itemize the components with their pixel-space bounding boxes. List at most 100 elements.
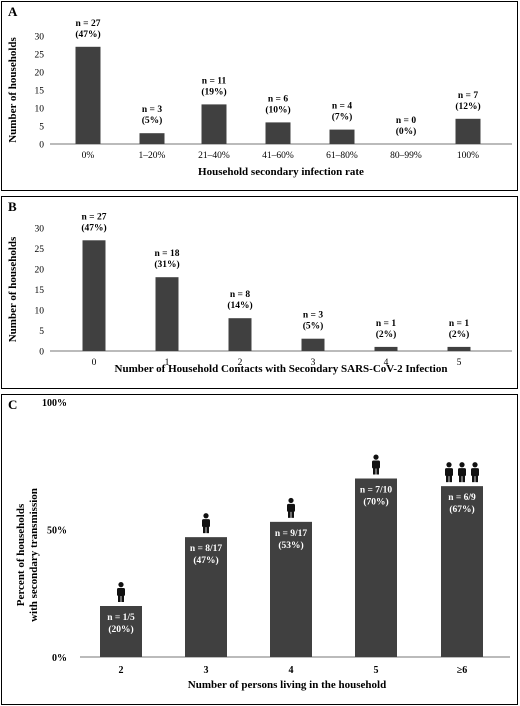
chart-b-xtick-label: 0 xyxy=(92,358,97,368)
person-icon-leg-right xyxy=(449,474,452,483)
chart-a-data-label-n: n = 6 xyxy=(268,94,288,104)
person-icon-head xyxy=(459,462,465,468)
chart-a-xtick-label: 61–80% xyxy=(326,151,358,161)
chart-a-xtick-label: 100% xyxy=(457,151,479,161)
chart-c-bar xyxy=(270,521,312,657)
chart-b-bar xyxy=(374,346,398,351)
chart-a-ytick-label: 10 xyxy=(35,105,45,115)
chart-a-data-label-n: n = 11 xyxy=(202,76,227,86)
chart-a-data-label-n: n = 3 xyxy=(142,105,162,115)
chart-c-ytick-label: 100% xyxy=(42,398,67,409)
chart-a-ytick-label: 30 xyxy=(35,33,45,43)
chart-b-data-label-n: n = 27 xyxy=(82,212,107,222)
chart-a-data-label-n: n = 27 xyxy=(76,19,101,29)
chart-b-data-label-n: n = 1 xyxy=(376,319,396,329)
chart-b-xtick-label: 2 xyxy=(238,358,243,368)
chart-c-ytick-label: 50% xyxy=(47,526,67,537)
chart-b-data-label-pct: (31%) xyxy=(154,259,179,270)
chart-b-xtick-label: 4 xyxy=(384,358,389,368)
chart-c-bar xyxy=(185,537,227,657)
person-icon xyxy=(458,462,466,483)
chart-c-xtick-label: 4 xyxy=(289,665,294,676)
panel-a: A 0 5 10 15 20 25 30 n = 27 (47%) 0% n = 3 (5%) 1–20… xyxy=(1,1,518,191)
chart-a-data-label-n: n = 4 xyxy=(332,102,352,112)
chart-a-ytick-label: 25 xyxy=(35,51,45,61)
chart-c-data-label-n: n = 7/10 xyxy=(360,486,393,496)
chart-a-data-label-pct: (10%) xyxy=(265,104,290,115)
person-icon-leg-right xyxy=(121,594,124,602)
chart-a-xtick-label: 80–99% xyxy=(390,151,422,161)
person-icon xyxy=(117,582,125,602)
panel-c-label: C xyxy=(8,397,18,412)
chart-c-y-axis-title-line1: Percent of households xyxy=(15,503,27,606)
person-icon xyxy=(202,513,210,534)
chart-a-ytick-label: 15 xyxy=(35,87,45,97)
chart-c-data-label-n: n = 8/17 xyxy=(190,544,223,554)
chart-a-data-label-pct: (12%) xyxy=(455,101,480,112)
chart-b-bar xyxy=(228,318,252,351)
chart-c-data-label-pct: (20%) xyxy=(108,624,133,635)
person-icon-head xyxy=(373,454,379,460)
chart-b-x-axis-title: Number of Household Contacts with Second… xyxy=(115,363,448,375)
chart-c-x-axis-title: Number of persons living in the househol… xyxy=(188,679,386,691)
person-icon-leg-left xyxy=(459,474,462,483)
chart-c-data-label-n: n = 9/17 xyxy=(275,529,308,539)
chart-b-ytick-label: 20 xyxy=(35,266,45,276)
chart-a-x-axis-title: Household secondary infection rate xyxy=(198,166,364,178)
chart-a-bar xyxy=(139,133,165,144)
chart-b-xtick-label: 5 xyxy=(457,358,462,368)
person-icon-head xyxy=(118,582,124,588)
person-icon-torso xyxy=(458,468,466,477)
chart-b-ytick-label: 30 xyxy=(35,225,45,235)
chart-b-data-label-pct: (14%) xyxy=(227,300,252,311)
chart-b-data-label-pct: (2%) xyxy=(449,329,470,340)
chart-a-xtick-label: 41–60% xyxy=(262,151,294,161)
chart-b-bar xyxy=(82,240,106,351)
chart-b-data-label-n: n = 18 xyxy=(155,249,180,259)
person-icon xyxy=(287,497,295,518)
chart-b-ytick-label: 0 xyxy=(39,348,44,358)
chart-b-ytick-label: 25 xyxy=(35,245,45,255)
chart-c-y-axis-title-line2: with secondary transmission xyxy=(28,488,40,622)
person-icon-leg-left xyxy=(373,466,376,475)
chart-a-xtick-label: 1–20% xyxy=(139,151,166,161)
chart-a-y-axis-title: Number of households xyxy=(7,37,19,143)
chart-b-bar xyxy=(301,338,325,351)
chart-a-ytick-label: 0 xyxy=(39,141,44,151)
chart-a-data-label-pct: (19%) xyxy=(201,86,226,97)
person-icon xyxy=(471,462,479,483)
chart-a-data-label-pct: (7%) xyxy=(332,112,353,123)
chart-a-bar xyxy=(329,129,355,144)
person-icon-torso xyxy=(471,468,479,477)
chart-c-data-label-pct: (70%) xyxy=(363,497,388,508)
chart-b-ytick-label: 5 xyxy=(39,327,44,337)
chart-b-data-label-n: n = 3 xyxy=(303,311,323,321)
chart-c-data-label-pct: (47%) xyxy=(193,555,218,566)
chart-c: 0% 50% 100% n = 1/5(20%) 2 n = 8/17(47%) 3 n = … xyxy=(15,398,510,691)
chart-b-data-label-pct: (47%) xyxy=(81,222,106,233)
chart-a-xtick-label: 21–40% xyxy=(198,151,230,161)
chart-c-ytick-label: 0% xyxy=(52,653,67,664)
chart-c-data-label-pct: (67%) xyxy=(449,504,474,515)
chart-c-xtick-label: ≥6 xyxy=(457,665,468,676)
chart-a-bar xyxy=(455,118,481,144)
person-icon-leg-right xyxy=(475,474,478,483)
person-icon-leg-right xyxy=(291,509,294,518)
chart-a-ytick-label: 20 xyxy=(35,69,45,79)
person-icon-head xyxy=(203,513,209,519)
chart-c-data-label-n: n = 6/9 xyxy=(448,493,476,503)
chart-a-data-label-pct: (5%) xyxy=(142,115,163,126)
chart-b-bar xyxy=(155,277,179,351)
chart-a-data-label-n: n = 0 xyxy=(396,116,416,126)
person-icon-head xyxy=(446,462,452,468)
chart-c-xtick-label: 2 xyxy=(119,665,124,676)
chart-c-bar xyxy=(355,478,397,657)
chart-b-data-label-pct: (5%) xyxy=(303,321,324,332)
person-icon-leg-right xyxy=(206,525,209,534)
person-icon-torso xyxy=(445,468,453,477)
chart-b-xtick-label: 1 xyxy=(165,358,170,368)
chart-a-bar xyxy=(265,122,291,144)
chart-a-data-label-n: n = 7 xyxy=(458,91,478,101)
person-icon-leg-left xyxy=(446,474,449,483)
